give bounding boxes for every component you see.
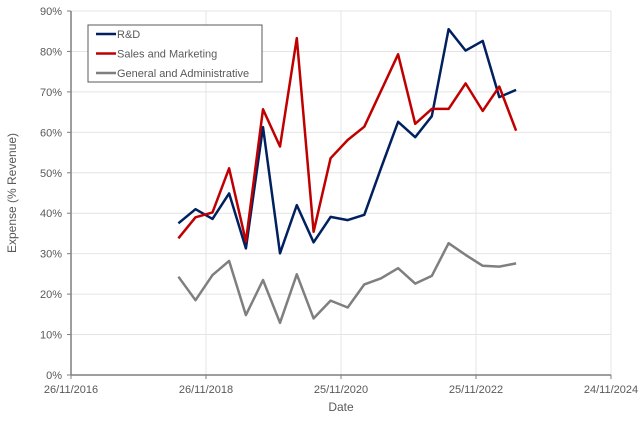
series-line-r-d — [177, 27, 517, 255]
x-tick-label: 26/11/2016 — [44, 384, 98, 396]
y-tick-label: 80% — [40, 46, 62, 58]
legend-label: R&D — [117, 29, 140, 41]
y-tick-label: 60% — [40, 127, 62, 139]
series-line-general-and-administrative — [177, 241, 517, 325]
legend-label: General and Administrative — [117, 68, 249, 80]
gridlines — [71, 10, 612, 375]
y-axis-label: Expense (% Revenue) — [5, 133, 19, 253]
x-tick-label: 25/11/2020 — [314, 384, 368, 396]
y-tick-label: 40% — [40, 208, 62, 220]
x-tick-label: 26/11/2018 — [179, 384, 233, 396]
y-tick-label: 0% — [46, 370, 62, 382]
x-axis-label: Date — [328, 400, 354, 414]
y-tick-label: 90% — [40, 6, 62, 18]
series-line-sales-and-marketing — [177, 36, 518, 243]
x-tick-label: 25/11/2022 — [449, 384, 503, 396]
y-tick-label: 20% — [40, 289, 62, 301]
y-tick-label: 10% — [40, 330, 62, 342]
y-tick-label: 70% — [40, 87, 62, 99]
legend-label: Sales and Marketing — [117, 49, 217, 61]
series-lines — [177, 27, 518, 325]
legend: R&D Sales and Marketing General and Admini… — [87, 24, 263, 83]
tick-labels: 0% 10% 20% 30% 40% 50% 60% 70% 80% 90% 26/11/2016 2… — [40, 6, 638, 396]
y-tick-label: 30% — [40, 249, 62, 261]
legend-box — [87, 24, 263, 83]
axes — [67, 10, 612, 379]
x-tick-label: 24/11/2024 — [584, 384, 638, 396]
y-tick-label: 50% — [40, 168, 62, 180]
